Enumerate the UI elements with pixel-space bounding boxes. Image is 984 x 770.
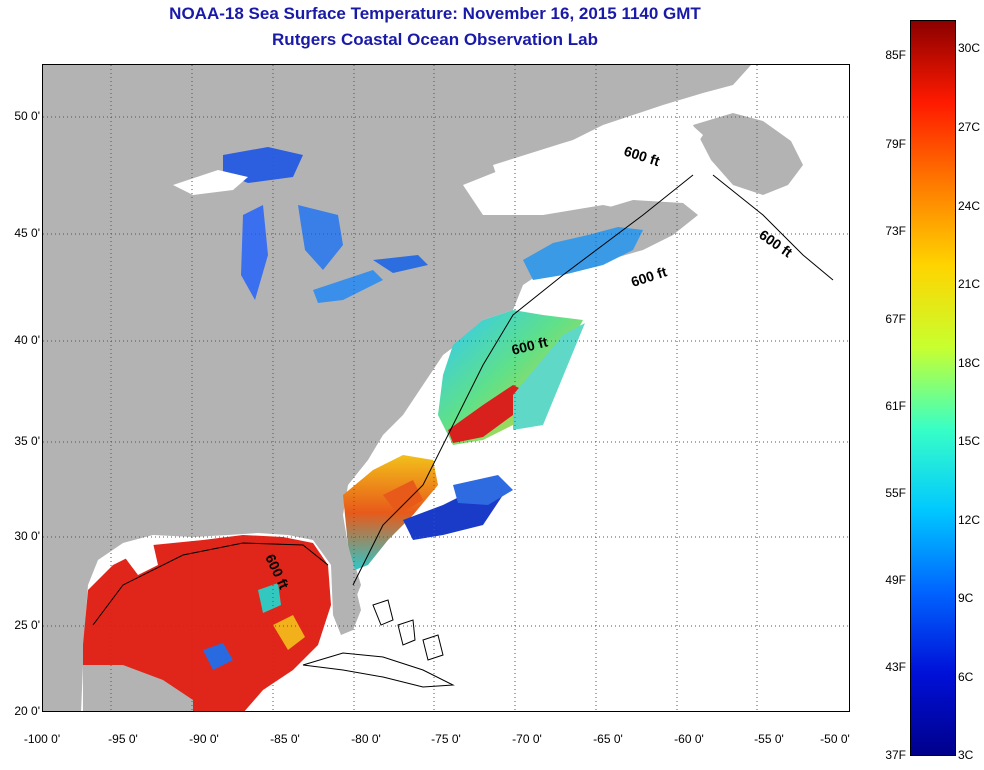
lon-label-70: -70 0': [512, 732, 542, 746]
colorbar-c-6: 6C: [958, 670, 974, 684]
lon-label-75: -75 0': [431, 732, 461, 746]
cuba-outline: [302, 652, 455, 688]
colorbar-f-61: 61F: [885, 399, 906, 413]
colorbar-c-15: 15C: [958, 434, 981, 448]
map-subtitle: Rutgers Coastal Ocean Observation Lab: [272, 30, 598, 49]
lon-label-60: -60 0': [674, 732, 704, 746]
colorbar-c-21: 21C: [958, 277, 981, 291]
great-lakes: [173, 147, 428, 303]
lon-label-95: -95 0': [108, 732, 138, 746]
colorbar-f-67: 67F: [885, 312, 906, 326]
lon-label-80: -80 0': [351, 732, 381, 746]
colorbar-f-79: 79F: [885, 137, 906, 151]
north-america-land: [43, 65, 751, 711]
temperature-colorbar: [910, 20, 956, 756]
offshore-swath-sst: [513, 323, 585, 430]
colorbar-f-73: 73F: [885, 224, 906, 238]
lon-label-85: -85 0': [270, 732, 300, 746]
gulf-of-mexico-sst: [83, 535, 331, 711]
gulf-cool-patches: [123, 543, 305, 670]
lat-label-25: 25 0': [14, 618, 40, 632]
isobath-600ft: [92, 174, 834, 626]
yucatan-land: [83, 665, 193, 711]
lon-label-90: -90 0': [189, 732, 219, 746]
colorbar-c-27: 27C: [958, 120, 981, 134]
colorbar-f-49: 49F: [885, 573, 906, 587]
colorbar-c-18: 18C: [958, 356, 981, 370]
gulf-stream-sst: [448, 385, 533, 443]
lon-label-100: -100 0': [23, 732, 61, 746]
graticule: [43, 65, 849, 711]
lon-label-50: -50 0': [820, 732, 850, 746]
lat-label-20: 20 0': [14, 704, 40, 718]
lat-label-50: 50 0': [14, 109, 40, 123]
colorbar-f-55: 55F: [885, 486, 906, 500]
lat-label-40: 40 0': [14, 333, 40, 347]
offshore-cool-patches: [383, 475, 513, 540]
colorbar-c-3: 3C: [958, 748, 974, 762]
sst-map: 600 ft 600 ft 600 ft 600 ft 600 ft: [42, 64, 850, 712]
lon-label-55: -55 0': [754, 732, 784, 746]
lat-label-45: 45 0': [14, 226, 40, 240]
colorbar-c-30: 30C: [958, 41, 981, 55]
bahamas-outline: [372, 599, 444, 661]
colorbar-c-24: 24C: [958, 199, 981, 213]
lat-label-30: 30 0': [14, 529, 40, 543]
st-lawrence-water: [493, 117, 703, 205]
colorbar-c-12: 12C: [958, 513, 981, 527]
lon-label-65: -65 0': [593, 732, 623, 746]
isobath-label-2: 600 ft: [756, 226, 795, 260]
isobath-label-3: 600 ft: [629, 263, 669, 290]
colorbar-f-37: 37F: [885, 748, 906, 762]
colorbar-c-9: 9C: [958, 591, 974, 605]
colorbar-f-85: 85F: [885, 48, 906, 62]
map-canvas: 600 ft 600 ft 600 ft 600 ft 600 ft: [43, 65, 849, 711]
map-title: NOAA-18 Sea Surface Temperature: Novembe…: [169, 4, 701, 23]
gulf-of-maine-sst: [523, 227, 643, 280]
newfoundland-land: [693, 113, 803, 195]
colorbar-f-43: 43F: [885, 660, 906, 674]
lat-label-35: 35 0': [14, 434, 40, 448]
